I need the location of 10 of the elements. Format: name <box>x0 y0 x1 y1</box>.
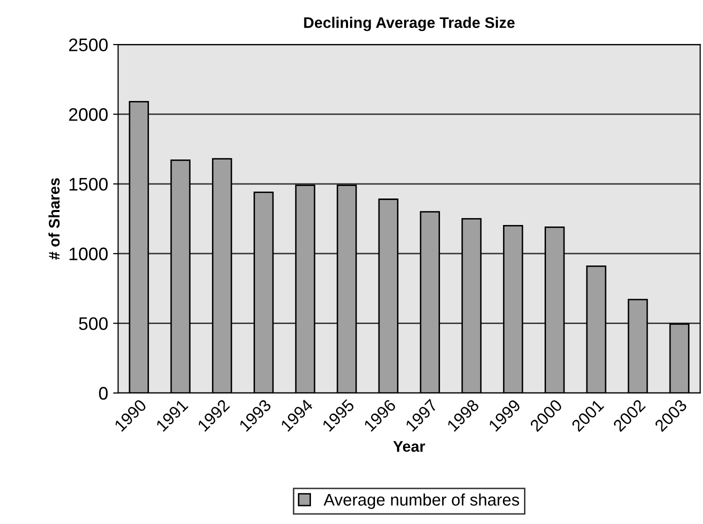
y-tick-label: 2500 <box>69 38 108 52</box>
legend-label: Average number of shares <box>324 493 520 509</box>
y-tick-label: 500 <box>78 317 108 330</box>
y-tick-label: 1000 <box>70 248 108 260</box>
chart-title: Declining Average Trade Size <box>304 16 515 32</box>
y-axis-title: # of Shares <box>48 178 60 260</box>
y-tick-label: 0 <box>99 386 108 400</box>
y-tick-label: 1500 <box>70 178 108 191</box>
x-axis-title: Year <box>393 441 426 452</box>
y-tick-label: 2000 <box>69 108 108 121</box>
